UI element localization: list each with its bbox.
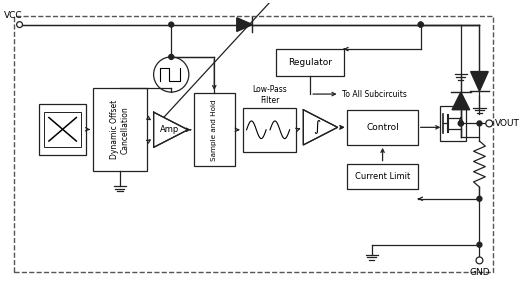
Circle shape [458, 121, 464, 126]
Bar [194, 93, 235, 166]
Polygon shape [237, 18, 253, 31]
Circle shape [169, 54, 174, 59]
Polygon shape [153, 112, 188, 147]
Bar [243, 108, 296, 152]
Text: ∫: ∫ [313, 120, 321, 134]
Text: Low-Pass
Filter: Low-Pass Filter [252, 86, 287, 105]
Bar [276, 49, 345, 76]
Polygon shape [303, 110, 338, 145]
Text: Amp: Amp [160, 125, 179, 134]
Circle shape [418, 22, 423, 27]
Polygon shape [452, 92, 470, 110]
Circle shape [486, 120, 493, 127]
Text: Current Limit: Current Limit [355, 172, 410, 181]
Bar [39, 104, 86, 155]
Text: Regulator: Regulator [288, 58, 332, 67]
Bar [347, 164, 418, 189]
Polygon shape [471, 72, 488, 91]
Bar [440, 106, 466, 141]
Circle shape [458, 121, 464, 126]
Text: GND: GND [469, 268, 490, 277]
Circle shape [477, 242, 482, 247]
Text: VOUT: VOUT [495, 119, 520, 128]
Circle shape [169, 22, 174, 27]
Bar [347, 110, 418, 145]
Bar [44, 112, 81, 147]
Circle shape [477, 196, 482, 201]
Circle shape [153, 57, 189, 92]
Circle shape [418, 22, 423, 27]
Text: Sample and Hold: Sample and Hold [211, 99, 217, 160]
Circle shape [17, 22, 22, 28]
Text: To All Subcircuits: To All Subcircuits [342, 89, 407, 99]
Text: Dynamic Offset
Cancellation: Dynamic Offset Cancellation [110, 100, 129, 159]
Circle shape [476, 257, 483, 264]
Text: VCC: VCC [4, 11, 22, 20]
Circle shape [477, 121, 482, 126]
Bar [93, 88, 147, 171]
Text: Control: Control [366, 123, 399, 132]
